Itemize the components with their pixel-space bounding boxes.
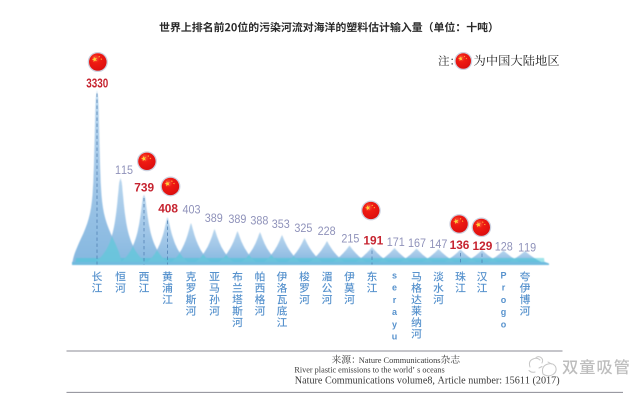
svg-text:River plastic emissions to the: River plastic emissions to the world’ s … bbox=[294, 366, 444, 375]
svg-text:129: 129 bbox=[473, 239, 493, 253]
svg-text:403: 403 bbox=[183, 202, 201, 216]
svg-text:115: 115 bbox=[115, 163, 133, 177]
svg-text:3330: 3330 bbox=[86, 76, 108, 91]
svg-text:191: 191 bbox=[363, 234, 383, 248]
svg-text:o: o bbox=[501, 319, 507, 329]
svg-text:y: y bbox=[392, 319, 397, 329]
svg-text:147: 147 bbox=[429, 237, 447, 251]
svg-text:388: 388 bbox=[250, 213, 268, 227]
svg-text:u: u bbox=[392, 332, 398, 342]
svg-text:408: 408 bbox=[158, 202, 178, 216]
svg-text:g: g bbox=[501, 307, 507, 317]
svg-text:389: 389 bbox=[205, 211, 223, 225]
svg-text:o: o bbox=[501, 295, 507, 305]
svg-text:Nature Communications volume8,: Nature Communications volume8, Article n… bbox=[295, 376, 560, 387]
svg-text:a: a bbox=[392, 307, 398, 317]
svg-text:r: r bbox=[393, 295, 397, 305]
svg-text:325: 325 bbox=[294, 221, 312, 235]
svg-text:171: 171 bbox=[387, 235, 405, 249]
svg-text:228: 228 bbox=[318, 224, 336, 238]
svg-text:167: 167 bbox=[408, 236, 426, 250]
svg-text:s: s bbox=[392, 271, 397, 281]
svg-text:119: 119 bbox=[518, 241, 536, 255]
svg-text:353: 353 bbox=[272, 217, 290, 231]
svg-text:136: 136 bbox=[450, 238, 470, 252]
svg-text:215: 215 bbox=[341, 232, 359, 246]
svg-text:389: 389 bbox=[228, 212, 246, 226]
svg-text:P: P bbox=[500, 271, 506, 281]
svg-text:e: e bbox=[392, 283, 397, 293]
svg-text:739: 739 bbox=[134, 181, 154, 195]
svg-text:128: 128 bbox=[495, 240, 513, 254]
svg-text:Nature Communications: Nature Communications bbox=[359, 356, 441, 365]
svg-text:r: r bbox=[502, 283, 506, 293]
